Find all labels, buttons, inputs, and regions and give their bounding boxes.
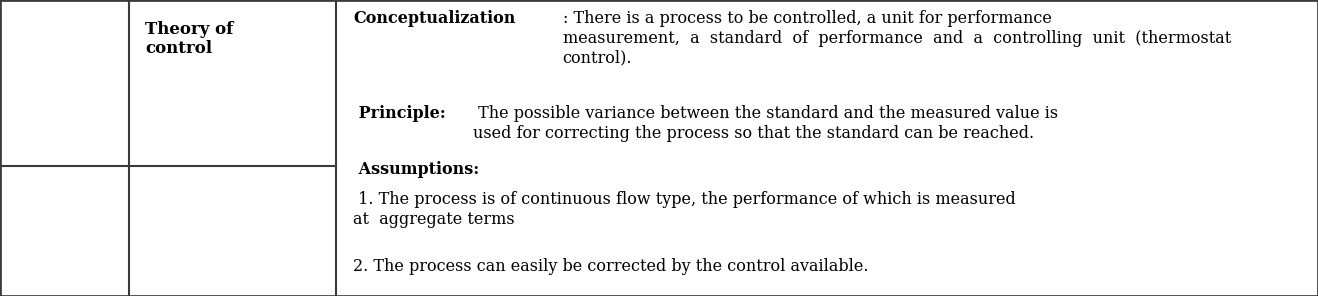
Text: Theory of
control: Theory of control <box>145 21 233 57</box>
Text: 2. The process can easily be corrected by the control available.: 2. The process can easily be corrected b… <box>353 258 869 274</box>
Text: : There is a process to be controlled, a unit for performance
measurement,  a  s: : There is a process to be controlled, a… <box>563 10 1231 67</box>
Text: Assumptions:: Assumptions: <box>353 161 480 178</box>
Text: The possible variance between the standard and the measured value is
used for co: The possible variance between the standa… <box>473 105 1058 142</box>
Text: Principle:: Principle: <box>353 105 445 122</box>
Text: 1. The process is of continuous flow type, the performance of which is measured
: 1. The process is of continuous flow typ… <box>353 191 1016 228</box>
Text: Conceptualization: Conceptualization <box>353 10 515 27</box>
